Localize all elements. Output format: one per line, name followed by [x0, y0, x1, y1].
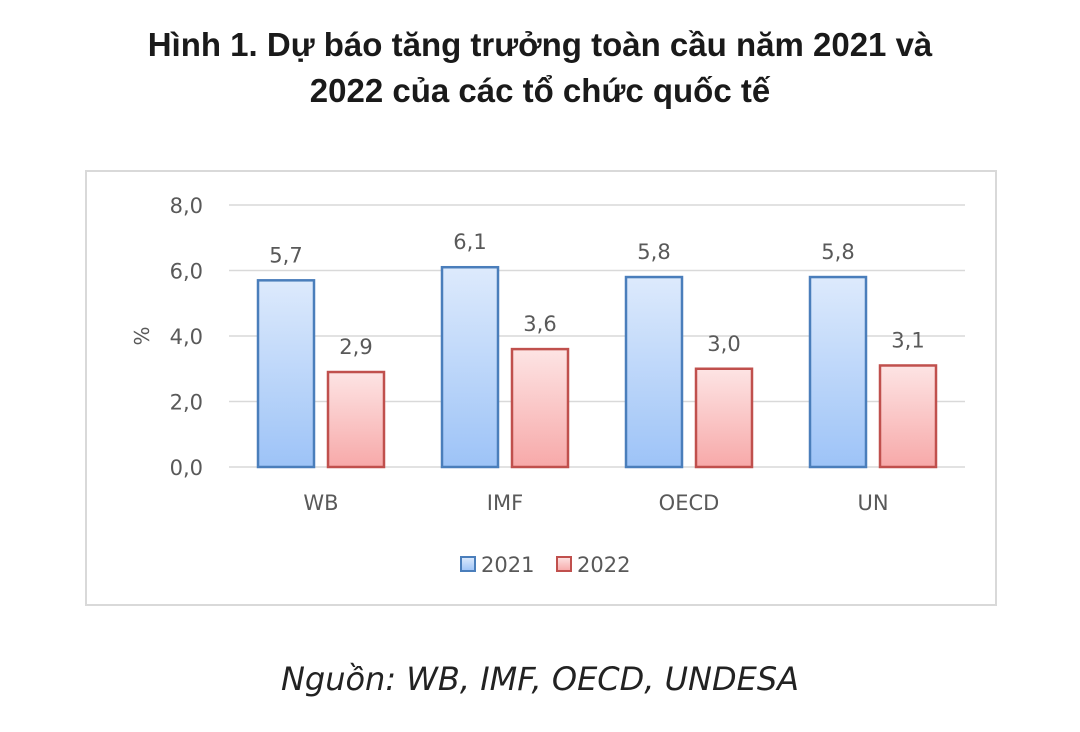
y-tick-label: 4,0 [170, 325, 203, 349]
y-tick-label: 8,0 [170, 194, 203, 218]
bar-2021-IMF [440, 265, 500, 469]
data-label: 2,9 [339, 335, 372, 359]
y-tick-label: 0,0 [170, 456, 203, 480]
x-tick-label: IMF [487, 491, 523, 515]
x-tick-label: WB [303, 491, 338, 515]
bar-2022-IMF [510, 347, 570, 469]
bar-2021-UN [808, 275, 868, 469]
data-label: 3,1 [891, 328, 924, 352]
data-label: 5,8 [821, 240, 854, 264]
y-tick-label: 6,0 [170, 260, 203, 284]
legend-label: 2022 [577, 553, 630, 577]
x-tick-label: UN [857, 491, 888, 515]
data-label: 6,1 [453, 230, 486, 254]
data-label: 3,0 [707, 332, 740, 356]
bar-chart: 0,0 2,0 4,0 6,0 8,0% 5,7 2,9 WB 6,1 3,6 IMF 5,8 3,0 O… [130, 194, 965, 577]
chart-title-line-1: Hình 1. Dự báo tăng trưởng toàn cầu năm … [147, 26, 933, 63]
bar-2022-OECD [694, 367, 754, 469]
bar-2021-WB [256, 279, 316, 469]
data-label: 3,6 [523, 312, 556, 336]
legend-swatch-2022 [556, 556, 572, 572]
chart-frame: 0,0 2,0 4,0 6,0 8,0% 5,7 2,9 WB 6,1 3,6 IMF 5,8 3,0 O… [85, 170, 997, 606]
chart-title: Hình 1. Dự báo tăng trưởng toàn cầu năm … [0, 22, 1080, 114]
chart-title-line-2: 2022 của các tổ chức quốc tế [309, 72, 771, 109]
source-note: Nguồn: WB, IMF, OECD, UNDESA [280, 660, 800, 698]
y-tick-label: 2,0 [170, 391, 203, 415]
bar-2021-OECD [624, 275, 684, 469]
data-label: 5,7 [269, 243, 302, 267]
legend-swatch-2021 [460, 556, 476, 572]
legend-label: 2021 [481, 553, 534, 577]
data-label: 5,8 [637, 240, 670, 264]
x-tick-label: OECD [659, 491, 720, 515]
bar-2022-WB [326, 370, 386, 469]
bar-2022-UN [878, 364, 938, 469]
y-axis-label: % [130, 326, 154, 345]
